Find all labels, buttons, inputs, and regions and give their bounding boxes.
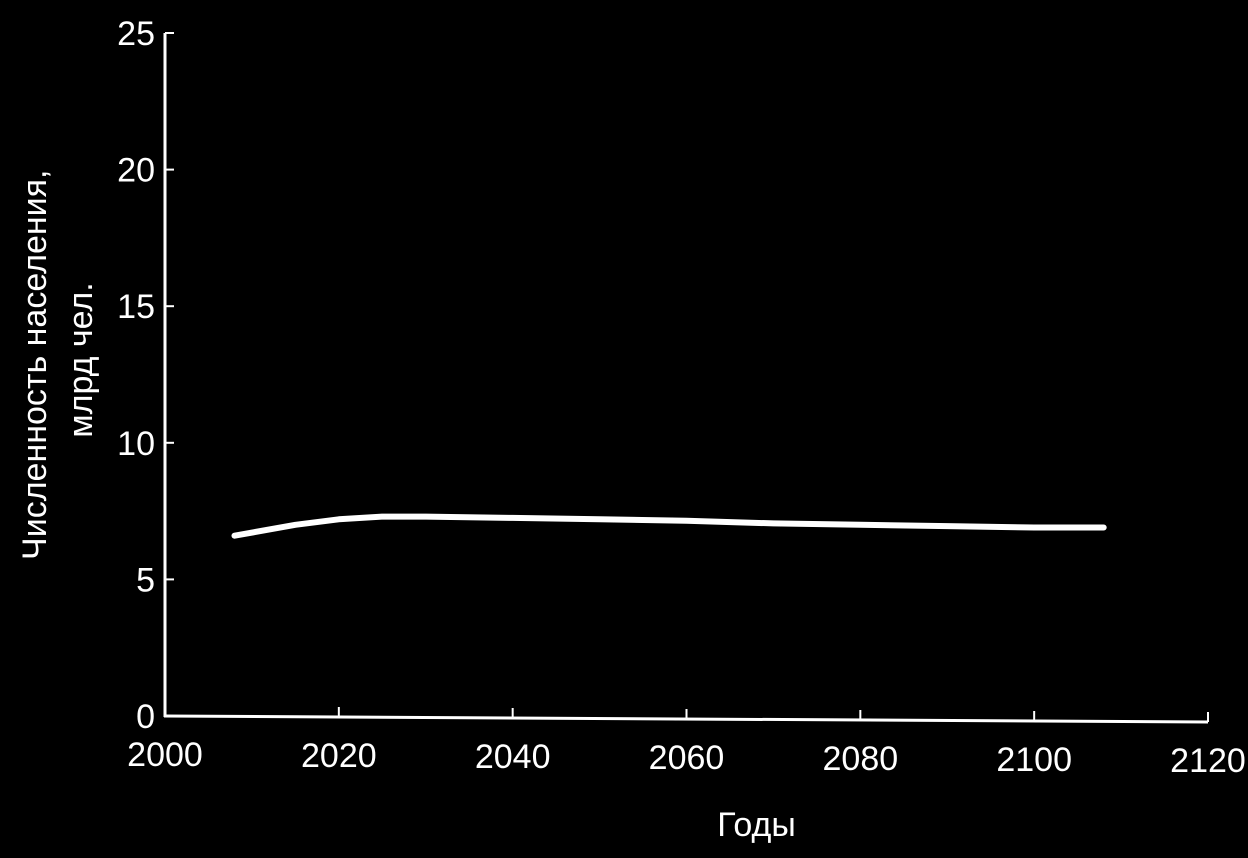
series-group <box>231 513 1107 539</box>
x-tick-label: 2020 <box>301 737 377 775</box>
x-axis-ticks: 2000 2020 2040 2060 2080 2100 2120 <box>127 706 1246 780</box>
x-axis-title: Годы <box>717 806 796 844</box>
x-tick-label: 2040 <box>475 738 551 776</box>
y-tick-label: 20 <box>117 152 155 190</box>
axes <box>163 33 1209 724</box>
y-tick-label: 0 <box>136 698 155 736</box>
x-tick-label: 2000 <box>127 736 203 774</box>
y-tick-label: 25 <box>117 15 155 53</box>
y-axis-ticks: 0 5 10 15 20 25 <box>117 15 174 736</box>
y-axis-title-line-1: Численность населения, <box>16 170 54 560</box>
series-line-0 <box>231 513 1107 539</box>
x-tick-label: 2080 <box>823 740 899 778</box>
y-tick-label: 15 <box>117 288 155 326</box>
y-tick-label: 10 <box>117 425 155 463</box>
y-tick-label: 5 <box>136 561 155 599</box>
y-axis-title-line-2: млрд чел. <box>62 282 100 437</box>
x-tick-label: 2100 <box>996 741 1072 779</box>
x-tick-label: 2120 <box>1170 742 1246 780</box>
x-tick-label: 2060 <box>649 739 725 777</box>
y-axis-title: Численность населения, млрд чел. <box>16 160 100 560</box>
